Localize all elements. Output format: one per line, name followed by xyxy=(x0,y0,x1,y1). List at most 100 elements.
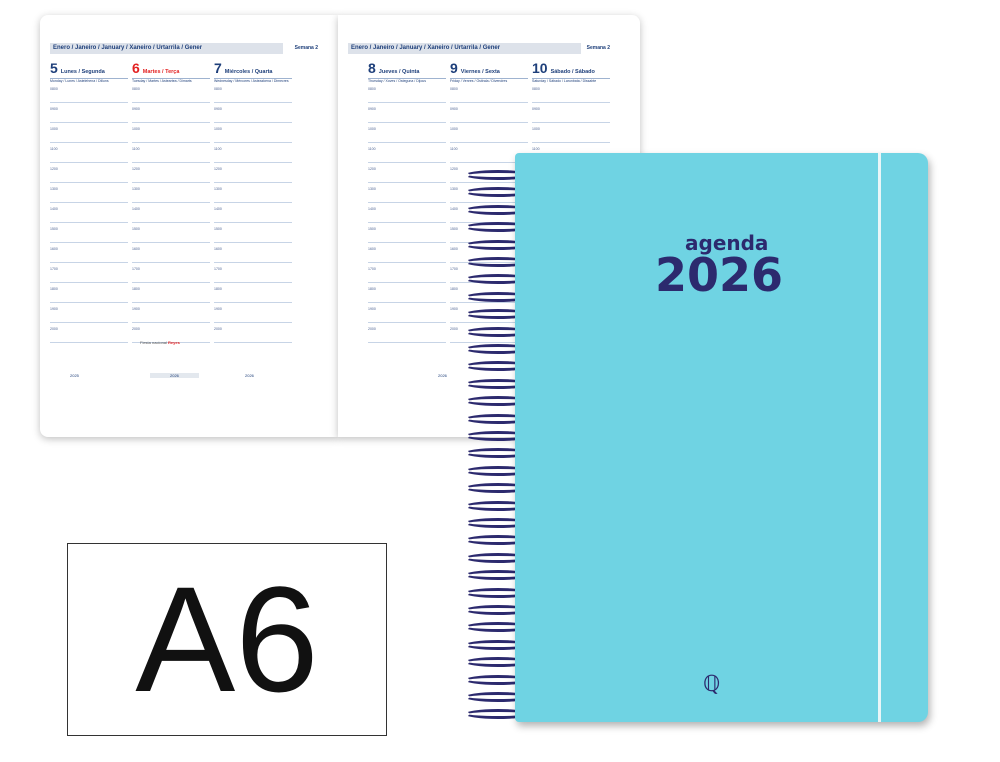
note-text: Fiesta nacional xyxy=(140,340,167,345)
cover-label: agenda xyxy=(685,231,769,255)
time-label: 0900 xyxy=(368,107,376,111)
agenda-cover: agenda 2026 ℚ xyxy=(515,153,928,722)
time-row[interactable]: 2000 xyxy=(50,323,128,343)
time-row[interactable]: 0800 xyxy=(50,83,128,103)
day-number: 5 xyxy=(50,60,58,76)
time-row[interactable]: 1300 xyxy=(132,183,210,203)
time-row[interactable]: 1500 xyxy=(368,223,446,243)
time-row[interactable]: 0800 xyxy=(368,83,446,103)
time-row[interactable]: 1700 xyxy=(214,263,292,283)
size-label: A6 xyxy=(67,543,387,736)
time-label: 1700 xyxy=(50,267,58,271)
time-label: 1200 xyxy=(50,167,58,171)
time-label: 0900 xyxy=(450,107,458,111)
time-row[interactable]: 0900 xyxy=(532,103,610,123)
time-row[interactable]: 1000 xyxy=(132,123,210,143)
time-label: 0800 xyxy=(368,87,376,91)
time-label: 1800 xyxy=(214,287,222,291)
time-row[interactable]: 1800 xyxy=(214,283,292,303)
week-label: Semana 2 xyxy=(586,45,610,51)
time-row[interactable]: 1800 xyxy=(50,283,128,303)
time-row[interactable]: 1400 xyxy=(132,203,210,223)
time-row[interactable]: 1900 xyxy=(132,303,210,323)
time-row[interactable]: 1900 xyxy=(214,303,292,323)
time-row[interactable]: 0900 xyxy=(50,103,128,123)
time-row[interactable]: 2000 xyxy=(368,323,446,343)
day-subtitle: Tuesday / Martes / Asteartea / Dimarts xyxy=(132,78,210,83)
time-row[interactable]: 1300 xyxy=(450,183,528,203)
time-row[interactable]: 0800 xyxy=(214,83,292,103)
time-label: 1900 xyxy=(50,307,58,311)
time-row[interactable]: 1400 xyxy=(214,203,292,223)
time-label: 1900 xyxy=(368,307,376,311)
time-label: 1700 xyxy=(368,267,376,271)
time-row[interactable]: 1700 xyxy=(368,263,446,283)
time-label: 1600 xyxy=(50,247,58,251)
time-row[interactable]: 1500 xyxy=(214,223,292,243)
time-row[interactable]: 1100 xyxy=(132,143,210,163)
time-row[interactable]: 1900 xyxy=(368,303,446,323)
time-row[interactable]: 1100 xyxy=(368,143,446,163)
time-row[interactable]: 2000 xyxy=(214,323,292,343)
time-row[interactable]: 2000 xyxy=(450,323,528,343)
cover-year: 2026 xyxy=(655,248,784,302)
time-row[interactable]: 0800 xyxy=(132,83,210,103)
time-label: 1500 xyxy=(132,227,140,231)
time-label: 0800 xyxy=(50,87,58,91)
time-row[interactable]: 1100 xyxy=(50,143,128,163)
time-row[interactable]: 1300 xyxy=(368,183,446,203)
time-row[interactable]: 1400 xyxy=(50,203,128,223)
mini-calendar: 2026 xyxy=(150,373,199,378)
time-label: 1900 xyxy=(132,307,140,311)
time-row[interactable]: 1000 xyxy=(368,123,446,143)
time-row[interactable]: 1600 xyxy=(132,243,210,263)
mini-calendar: 2025 xyxy=(70,373,79,378)
time-row[interactable]: 1200 xyxy=(450,163,528,183)
time-row[interactable]: 1200 xyxy=(368,163,446,183)
day-subtitle: Thursday / Xoves / Osteguna / Dijous xyxy=(368,78,446,83)
time-row[interactable]: 1900 xyxy=(50,303,128,323)
time-row[interactable]: 1700 xyxy=(132,263,210,283)
time-label: 2000 xyxy=(132,327,140,331)
time-row[interactable]: 1800 xyxy=(368,283,446,303)
time-row[interactable]: 1100 xyxy=(214,143,292,163)
time-row[interactable]: 1100 xyxy=(450,143,528,163)
time-label: 1500 xyxy=(50,227,58,231)
time-row[interactable]: 1200 xyxy=(214,163,292,183)
time-row[interactable]: 1300 xyxy=(50,183,128,203)
time-label: 0800 xyxy=(532,87,540,91)
time-row[interactable]: 1000 xyxy=(214,123,292,143)
mini-calendar: 2026 xyxy=(438,373,447,378)
time-row[interactable]: 1300 xyxy=(214,183,292,203)
week-label: Semana 2 xyxy=(294,45,318,51)
time-label: 1500 xyxy=(450,227,458,231)
time-row[interactable]: 1600 xyxy=(50,243,128,263)
time-row[interactable]: 1000 xyxy=(50,123,128,143)
time-row[interactable]: 2000 xyxy=(132,323,210,343)
time-row[interactable]: 1200 xyxy=(50,163,128,183)
time-row[interactable]: 1000 xyxy=(532,123,610,143)
time-row[interactable]: 1900 xyxy=(450,303,528,323)
time-row[interactable]: 1600 xyxy=(214,243,292,263)
time-row[interactable]: 1200 xyxy=(132,163,210,183)
day-subtitle: Saturday / Sábado / Larunbata / Dissabte xyxy=(532,78,610,83)
time-label: 1800 xyxy=(132,287,140,291)
time-label: 2000 xyxy=(368,327,376,331)
time-row[interactable]: 1700 xyxy=(50,263,128,283)
time-row[interactable]: 1500 xyxy=(132,223,210,243)
time-row[interactable]: 1400 xyxy=(368,203,446,223)
time-row[interactable]: 1600 xyxy=(368,243,446,263)
time-row[interactable]: 1500 xyxy=(50,223,128,243)
day-subtitle: Monday / Lunes / Astelehena / Dilluns xyxy=(50,78,128,83)
time-row[interactable]: 1800 xyxy=(132,283,210,303)
day-subtitle: Friday / Venres / Ostirala / Divendres xyxy=(450,78,528,83)
time-row[interactable]: 0900 xyxy=(132,103,210,123)
time-row[interactable]: 1000 xyxy=(450,123,528,143)
time-row[interactable]: 0900 xyxy=(214,103,292,123)
time-row[interactable]: 0900 xyxy=(368,103,446,123)
time-row[interactable]: 0800 xyxy=(532,83,610,103)
time-row[interactable]: 0900 xyxy=(450,103,528,123)
time-row[interactable]: 1800 xyxy=(450,283,528,303)
time-label: 1500 xyxy=(214,227,222,231)
time-row[interactable]: 0800 xyxy=(450,83,528,103)
